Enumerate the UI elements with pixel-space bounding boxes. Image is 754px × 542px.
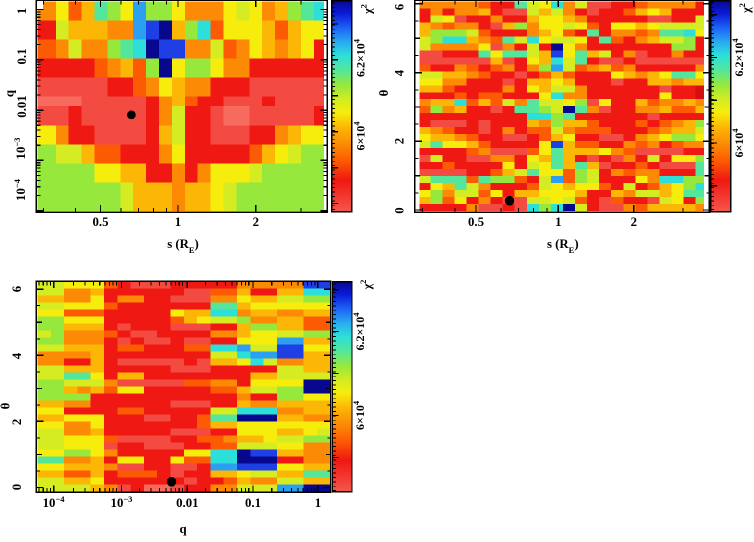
svg-text:10−4: 10−4 [12, 178, 28, 201]
svg-text:6.2×104: 6.2×104 [351, 312, 367, 351]
svg-text:2: 2 [253, 215, 259, 229]
svg-text:θ: θ [377, 89, 391, 96]
svg-text:4: 4 [10, 352, 24, 359]
svg-text:q: q [3, 90, 17, 97]
svg-text:6: 6 [393, 3, 407, 10]
svg-text:0.5: 0.5 [93, 215, 109, 229]
svg-text:χ2: χ2 [358, 280, 374, 291]
svg-text:6×104: 6×104 [352, 121, 368, 151]
svg-text:q: q [179, 522, 186, 536]
svg-text:χ2: χ2 [737, 3, 753, 14]
svg-text:2: 2 [10, 419, 24, 425]
svg-text:2: 2 [393, 138, 407, 144]
svg-text:6.2×104: 6.2×104 [352, 38, 368, 77]
svg-text:1: 1 [175, 215, 181, 229]
svg-text:10−3: 10−3 [12, 138, 28, 160]
svg-text:6: 6 [10, 285, 24, 292]
svg-text:6×104: 6×104 [730, 128, 746, 158]
svg-text:1: 1 [15, 8, 29, 14]
svg-text:0.01: 0.01 [15, 95, 29, 117]
svg-text:s (RE): s (RE) [547, 237, 579, 255]
svg-text:0.5: 0.5 [468, 215, 484, 229]
svg-text:10−4: 10−4 [43, 494, 66, 510]
svg-text:2: 2 [631, 215, 637, 229]
svg-text:s (RE): s (RE) [167, 237, 199, 255]
svg-text:6.2×104: 6.2×104 [730, 38, 746, 77]
svg-text:1: 1 [315, 496, 321, 510]
svg-text:4: 4 [393, 69, 407, 76]
svg-text:0.1: 0.1 [245, 496, 261, 510]
svg-text:0.01: 0.01 [176, 496, 198, 510]
svg-text:θ: θ [0, 402, 13, 409]
svg-text:0.1: 0.1 [15, 49, 29, 65]
svg-text:6×104: 6×104 [351, 400, 367, 430]
svg-text:10−3: 10−3 [111, 494, 133, 510]
svg-text:χ2: χ2 [359, 4, 375, 15]
svg-text:0: 0 [393, 207, 407, 213]
svg-text:0: 0 [10, 484, 24, 490]
svg-text:1: 1 [555, 215, 561, 229]
